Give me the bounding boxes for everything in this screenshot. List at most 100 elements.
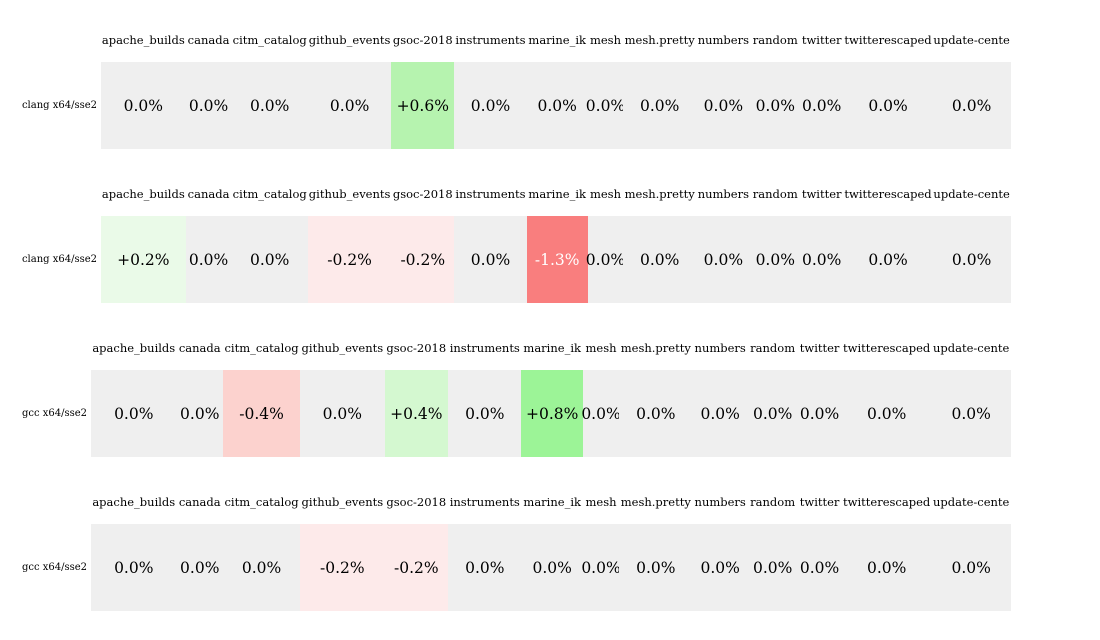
column-header: update-cente	[933, 33, 1010, 47]
column-header-row: apache_builds canada citm_catalog github_ev…	[22, 187, 1100, 201]
column-header-row: apache_builds canada citm_catalog github_ev…	[22, 33, 1100, 47]
column-header: mesh.pretty	[620, 495, 691, 509]
heatmap-cell: +0.6%	[391, 62, 455, 149]
heatmap-cell: 0.0%	[747, 524, 798, 611]
column-header: twitter	[801, 187, 842, 201]
column-header: instruments	[449, 341, 520, 355]
heatmap-cell: 0.0%	[692, 524, 748, 611]
column-header: canada	[187, 187, 230, 201]
column-header: canada	[178, 341, 221, 355]
column-header: random	[750, 341, 796, 355]
heatmap-cell: 0.0%	[695, 62, 751, 149]
heatmap-cell: 0.0%	[843, 216, 933, 303]
column-header: mesh	[585, 341, 617, 355]
benchmark-block: apache_builds canada citm_catalog github_ev…	[22, 33, 1100, 149]
row-label: gcc x64/sse2	[21, 562, 87, 573]
column-header: update-cente	[933, 187, 1010, 201]
column-header: marine_ik	[523, 341, 581, 355]
column-header: apache_builds	[101, 33, 185, 47]
heatmap-cell: 0.0%	[586, 62, 625, 149]
heatmap-cell: 0.0%	[623, 62, 696, 149]
heatmap-cell: 0.0%	[231, 216, 308, 303]
column-header: numbers	[694, 341, 746, 355]
heatmap-cell: 0.0%	[619, 370, 693, 457]
heatmap-cell: 0.0%	[747, 370, 798, 457]
heatmap-cell: 0.0%	[581, 524, 621, 611]
heatmap-cell: -1.3%	[526, 216, 588, 303]
heatmap-cell: 0.0%	[843, 62, 933, 149]
column-header: mesh	[585, 495, 617, 509]
column-header: mesh.pretty	[624, 187, 695, 201]
heatmap-strip: clang x64/sse2 +0.2% 0.0% 0.0% -0.2% -0.2% 0.…	[22, 216, 1100, 303]
column-header: twitterescaped	[843, 341, 931, 355]
heatmap-cell: 0.0%	[454, 216, 527, 303]
benchmark-heatmap-report: apache_builds canada citm_catalog github_ev…	[22, 33, 1100, 611]
column-header: numbers	[697, 187, 750, 201]
heatmap-cell: 0.0%	[448, 370, 522, 457]
heatmap-cell: 0.0%	[692, 370, 748, 457]
column-header: github_events	[308, 187, 391, 201]
column-header: random	[752, 33, 798, 47]
heatmap-cell: 0.0%	[695, 216, 751, 303]
column-header: gsoc-2018	[386, 495, 447, 509]
heatmap-cell: 0.0%	[176, 524, 223, 611]
heatmap-cell: 0.0%	[841, 524, 932, 611]
column-header: canada	[178, 495, 221, 509]
heatmap-cell: 0.0%	[454, 62, 527, 149]
heatmap-cell: +0.2%	[101, 216, 186, 303]
column-header: gsoc-2018	[386, 341, 447, 355]
heatmap-cell: 0.0%	[931, 524, 1011, 611]
heatmap-cell: 0.0%	[176, 370, 223, 457]
column-header: numbers	[697, 33, 750, 47]
heatmap-cell: 0.0%	[521, 524, 583, 611]
heatmap-cell: 0.0%	[448, 524, 522, 611]
column-header: twitter	[799, 341, 840, 355]
heatmap-cell: 0.0%	[932, 216, 1011, 303]
heatmap-cell: 0.0%	[932, 62, 1011, 149]
column-header-row: apache_builds canada citm_catalog github_ev…	[22, 341, 1100, 355]
heatmap-cell: -0.2%	[300, 524, 385, 611]
column-header: apache_builds	[92, 341, 176, 355]
benchmark-block: apache_builds canada citm_catalog github_ev…	[22, 495, 1100, 611]
benchmark-block: apache_builds canada citm_catalog github_ev…	[22, 187, 1100, 303]
row-label: clang x64/sse2	[21, 100, 97, 111]
column-header: apache_builds	[92, 495, 176, 509]
column-header: mesh.pretty	[620, 341, 691, 355]
column-header: citm_catalog	[232, 187, 307, 201]
heatmap-cell: 0.0%	[526, 62, 588, 149]
column-header: instruments	[449, 495, 520, 509]
column-header: mesh	[589, 33, 621, 47]
column-header: marine_ik	[528, 187, 586, 201]
column-header: gsoc-2018	[392, 187, 453, 201]
heatmap-cell: 0.0%	[931, 370, 1011, 457]
column-header: marine_ik	[528, 33, 586, 47]
heatmap-cell: 0.0%	[222, 524, 301, 611]
heatmap-cell: 0.0%	[750, 216, 800, 303]
column-header: citm_catalog	[224, 495, 299, 509]
column-header: gsoc-2018	[392, 33, 453, 47]
column-header: random	[750, 495, 796, 509]
heatmap-cell: 0.0%	[623, 216, 696, 303]
heatmap-cell: 0.0%	[185, 216, 232, 303]
column-header: twitter	[801, 33, 842, 47]
column-header-row: apache_builds canada citm_catalog github_ev…	[22, 495, 1100, 509]
heatmap-cell: 0.0%	[307, 62, 392, 149]
column-header: numbers	[694, 495, 746, 509]
column-header: instruments	[455, 187, 526, 201]
column-header: mesh.pretty	[624, 33, 695, 47]
column-header: github_events	[301, 341, 384, 355]
heatmap-cell: 0.0%	[231, 62, 308, 149]
heatmap-cell: 0.0%	[799, 216, 844, 303]
heatmap-cell: 0.0%	[101, 62, 186, 149]
heatmap-strip: clang x64/sse2 0.0% 0.0% 0.0% 0.0% +0.6% 0.0%…	[22, 62, 1100, 149]
column-header: twitterescaped	[844, 187, 932, 201]
heatmap-strip: gcc x64/sse2 0.0% 0.0% 0.0% -0.2% -0.2% 0.0% 0…	[22, 524, 1100, 611]
heatmap-cell: 0.0%	[797, 524, 842, 611]
heatmap-strip: gcc x64/sse2 0.0% 0.0% -0.4% 0.0% +0.4% 0.0% +…	[22, 370, 1100, 457]
heatmap-cell: 0.0%	[300, 370, 385, 457]
column-header: citm_catalog	[224, 341, 299, 355]
heatmap-cell: +0.8%	[521, 370, 583, 457]
column-header: canada	[187, 33, 230, 47]
heatmap-cell: -0.2%	[391, 216, 455, 303]
heatmap-cell: -0.2%	[384, 524, 449, 611]
